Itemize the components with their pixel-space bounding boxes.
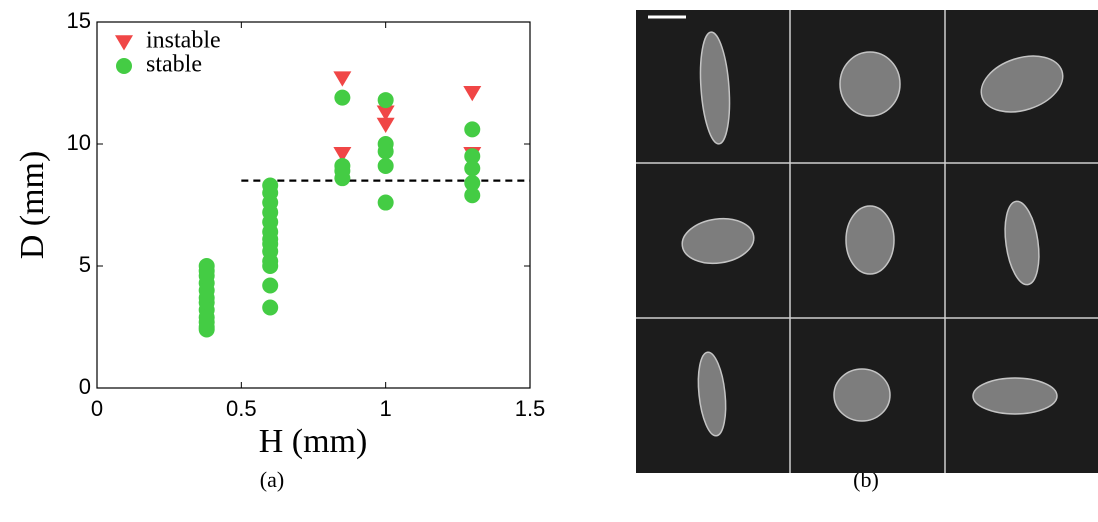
- triangle-marker: [376, 105, 395, 121]
- triangle-marker: [115, 35, 133, 51]
- triangle-marker: [376, 117, 395, 134]
- plot-frame: [96, 21, 531, 389]
- triangle-marker: [333, 71, 352, 87]
- y-tick-label: 15: [67, 8, 91, 33]
- grid-separators: [636, 10, 1098, 473]
- droplet: [972, 377, 1058, 415]
- circle-marker: [377, 143, 394, 160]
- droplet: [697, 351, 727, 437]
- circle-marker: [334, 170, 351, 187]
- circle-marker: [377, 194, 394, 211]
- y-tick-label: 10: [67, 130, 91, 155]
- x-tick-label: 0: [91, 396, 103, 421]
- circle-marker: [116, 58, 132, 74]
- circle-marker: [464, 121, 481, 138]
- caption: (a): [260, 467, 284, 492]
- image-grid: [636, 10, 1098, 473]
- x-tick-label: 1.5: [515, 396, 546, 421]
- circle-marker: [464, 187, 481, 204]
- x-tick-label: 0.5: [226, 396, 257, 421]
- circle-marker: [198, 321, 215, 338]
- circle-marker: [377, 157, 394, 174]
- circle-marker: [464, 175, 481, 192]
- droplet: [845, 205, 895, 275]
- x-axis-label: H (mm): [259, 423, 368, 460]
- circle-marker: [464, 148, 481, 165]
- droplet: [980, 55, 1064, 113]
- y-tick-label: 5: [79, 252, 91, 277]
- triangle-marker: [463, 86, 482, 102]
- circle-marker: [262, 277, 279, 294]
- legend-label: stable: [146, 52, 202, 78]
- circle-marker: [262, 299, 279, 316]
- triangle-marker: [333, 147, 352, 163]
- droplet: [699, 31, 731, 145]
- circle-marker: [334, 89, 351, 106]
- droplet: [833, 368, 891, 422]
- legend-label: instable: [146, 28, 221, 54]
- droplet: [1004, 200, 1040, 286]
- y-axis-label: D (mm): [14, 151, 51, 260]
- circle-marker: [377, 92, 394, 109]
- droplet: [839, 51, 901, 117]
- droplet-images: [681, 31, 1064, 437]
- droplet: [681, 217, 755, 265]
- circle-marker: [464, 160, 481, 177]
- y-tick-label: 0: [79, 374, 91, 399]
- x-tick-label: 1: [380, 396, 392, 421]
- circle-marker: [262, 258, 279, 274]
